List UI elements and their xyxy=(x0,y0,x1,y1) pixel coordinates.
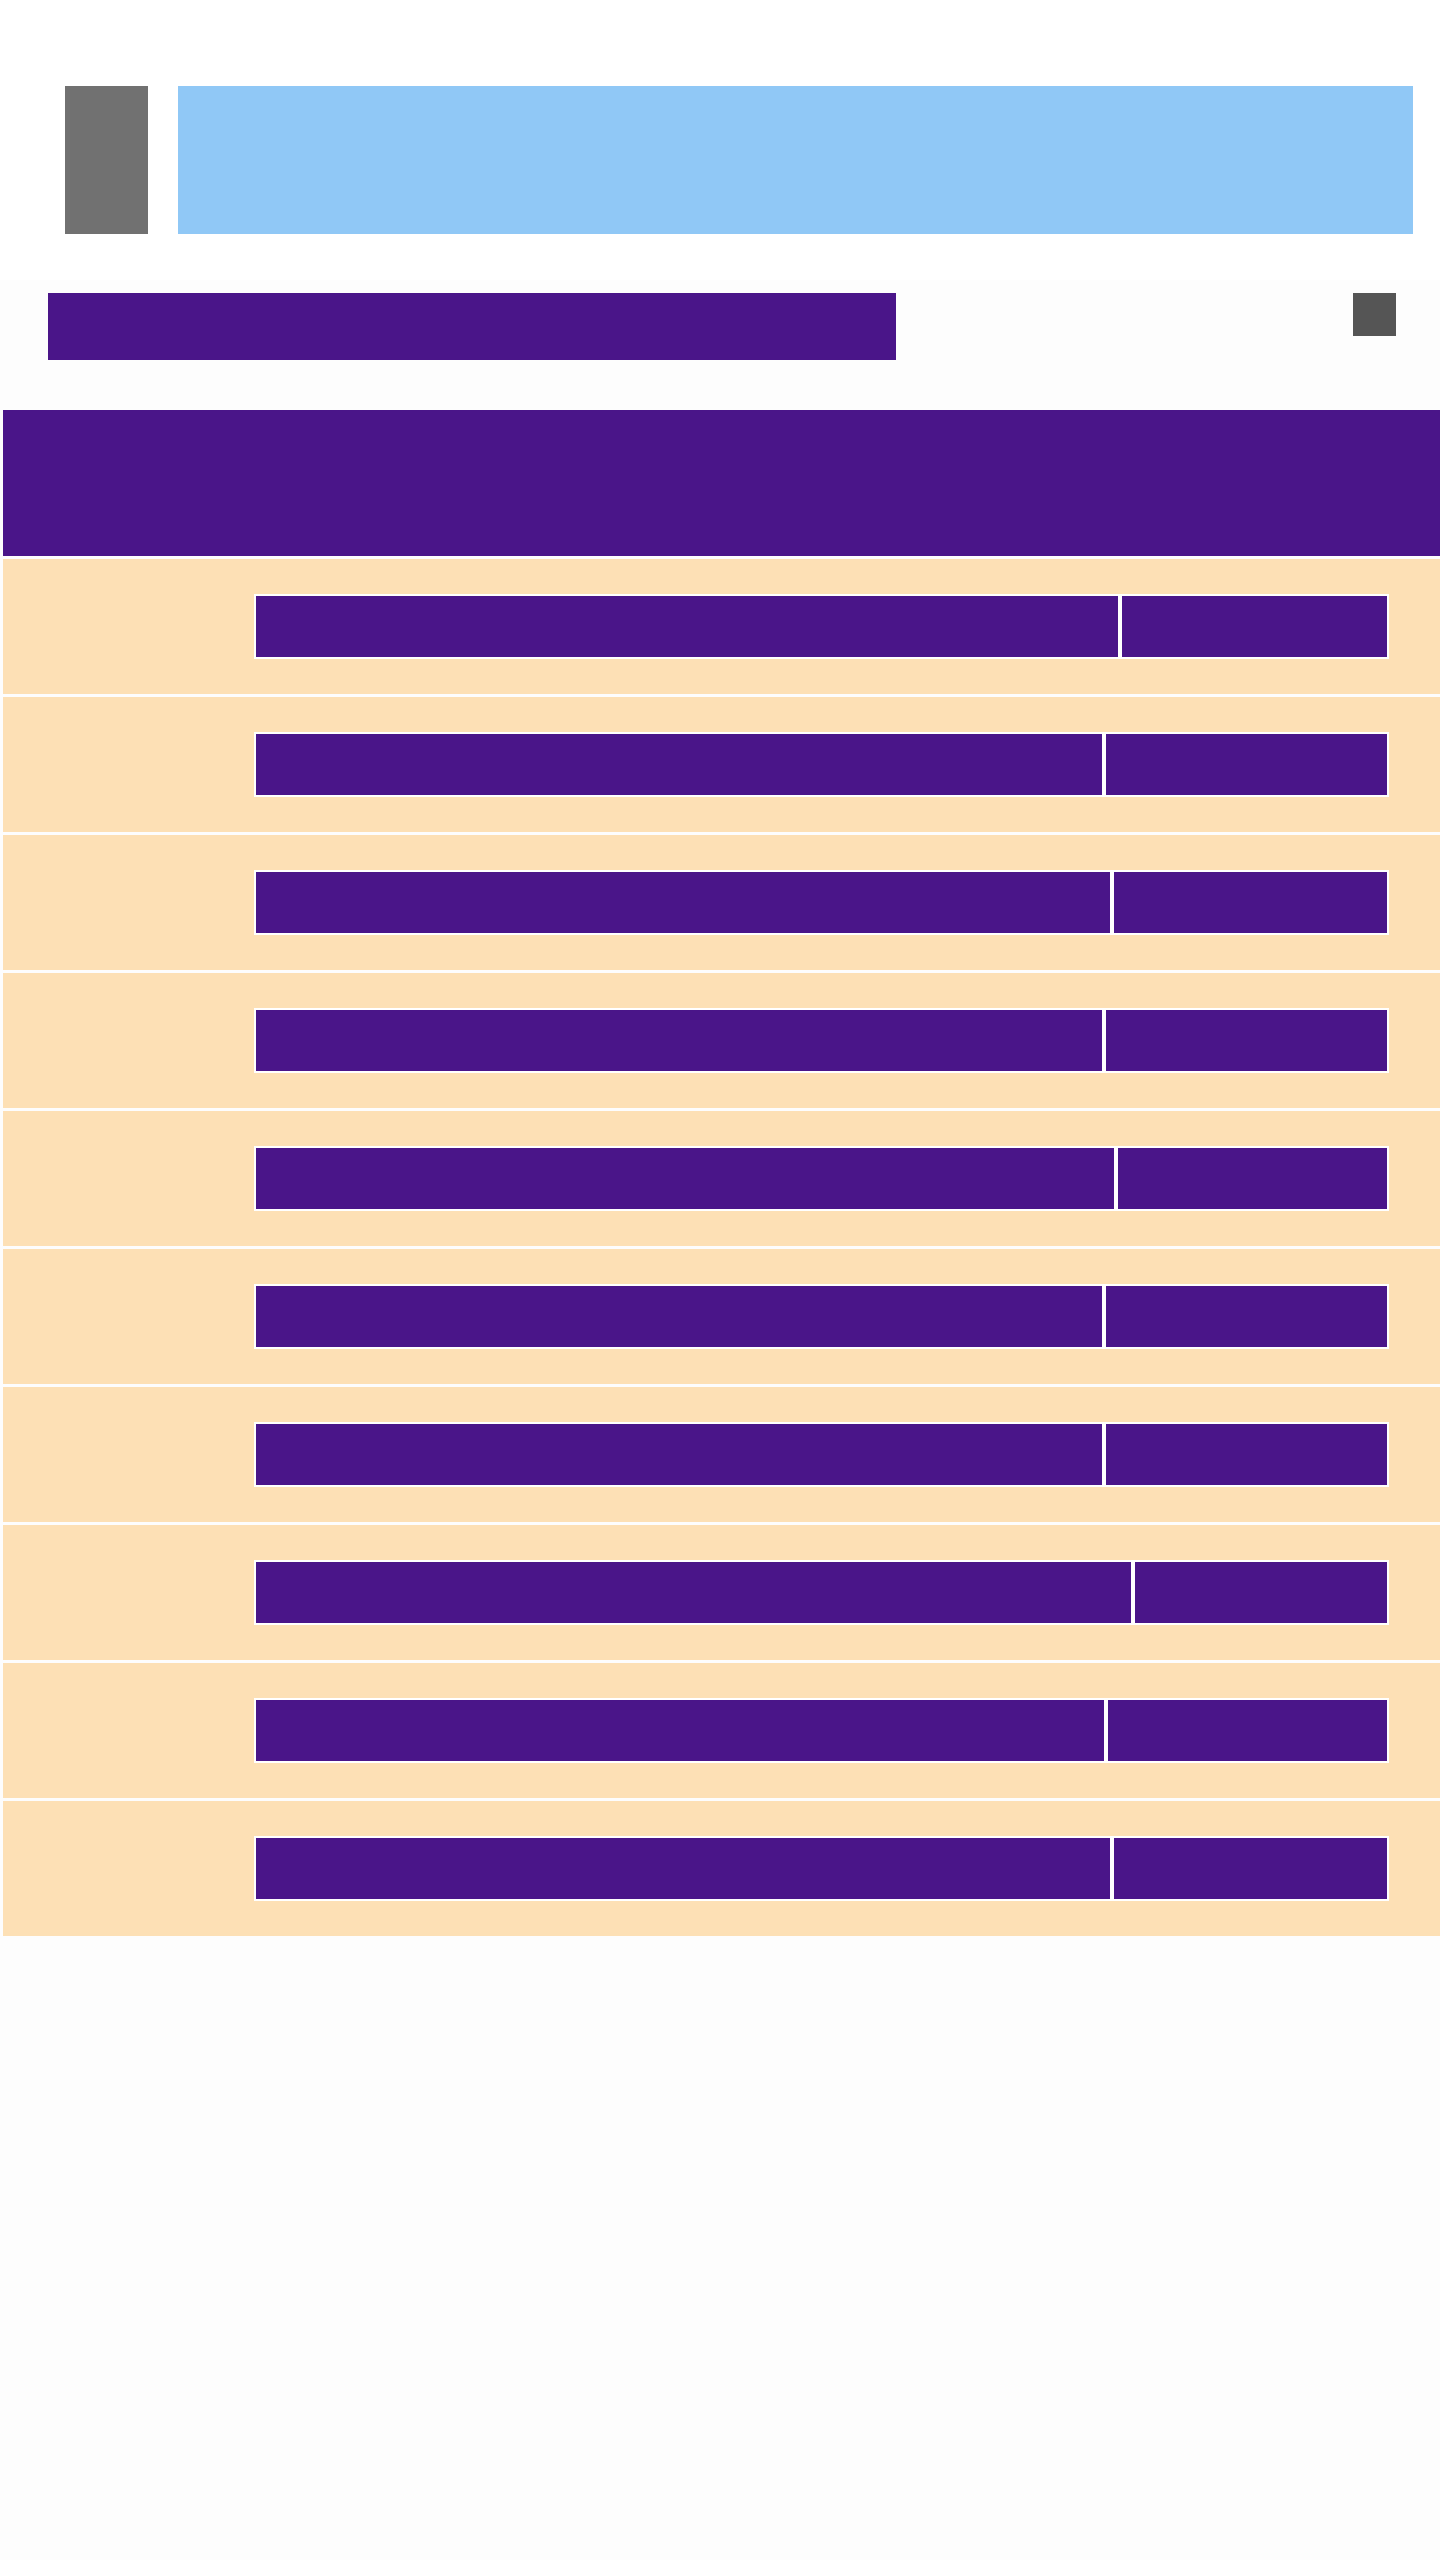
row-primary-field[interactable] xyxy=(254,1008,1104,1073)
row-secondary-field[interactable] xyxy=(1104,732,1389,797)
table-row[interactable] xyxy=(3,1111,1440,1246)
row-secondary-field[interactable] xyxy=(1106,1698,1389,1763)
row-secondary-field[interactable] xyxy=(1116,1146,1389,1211)
row-primary-field[interactable] xyxy=(254,870,1112,935)
table-header xyxy=(3,410,1440,556)
row-primary-field[interactable] xyxy=(254,1560,1133,1625)
row-secondary-field[interactable] xyxy=(1133,1560,1389,1625)
row-primary-field[interactable] xyxy=(254,1698,1106,1763)
menu-button[interactable] xyxy=(65,86,148,234)
row-primary-field[interactable] xyxy=(254,732,1104,797)
table-row[interactable] xyxy=(3,1525,1440,1660)
row-secondary-field[interactable] xyxy=(1104,1422,1389,1487)
row-secondary-field[interactable] xyxy=(1104,1284,1389,1349)
row-secondary-field[interactable] xyxy=(1104,1008,1389,1073)
data-table xyxy=(3,410,1440,1936)
table-row[interactable] xyxy=(3,697,1440,832)
action-button[interactable] xyxy=(1353,293,1396,336)
table-row[interactable] xyxy=(3,1663,1440,1798)
table-row[interactable] xyxy=(3,835,1440,970)
row-primary-field[interactable] xyxy=(254,1146,1116,1211)
table-row[interactable] xyxy=(3,1801,1440,1936)
table-row[interactable] xyxy=(3,1249,1440,1384)
row-primary-field[interactable] xyxy=(254,1422,1104,1487)
row-primary-field[interactable] xyxy=(254,1836,1112,1901)
table-row[interactable] xyxy=(3,1387,1440,1522)
row-secondary-field[interactable] xyxy=(1112,1836,1389,1901)
row-primary-field[interactable] xyxy=(254,1284,1104,1349)
row-primary-field[interactable] xyxy=(254,594,1120,659)
page-title xyxy=(48,293,896,360)
header-banner xyxy=(178,86,1413,234)
table-row[interactable] xyxy=(3,559,1440,694)
row-secondary-field[interactable] xyxy=(1112,870,1389,935)
row-secondary-field[interactable] xyxy=(1120,594,1389,659)
table-row[interactable] xyxy=(3,973,1440,1108)
